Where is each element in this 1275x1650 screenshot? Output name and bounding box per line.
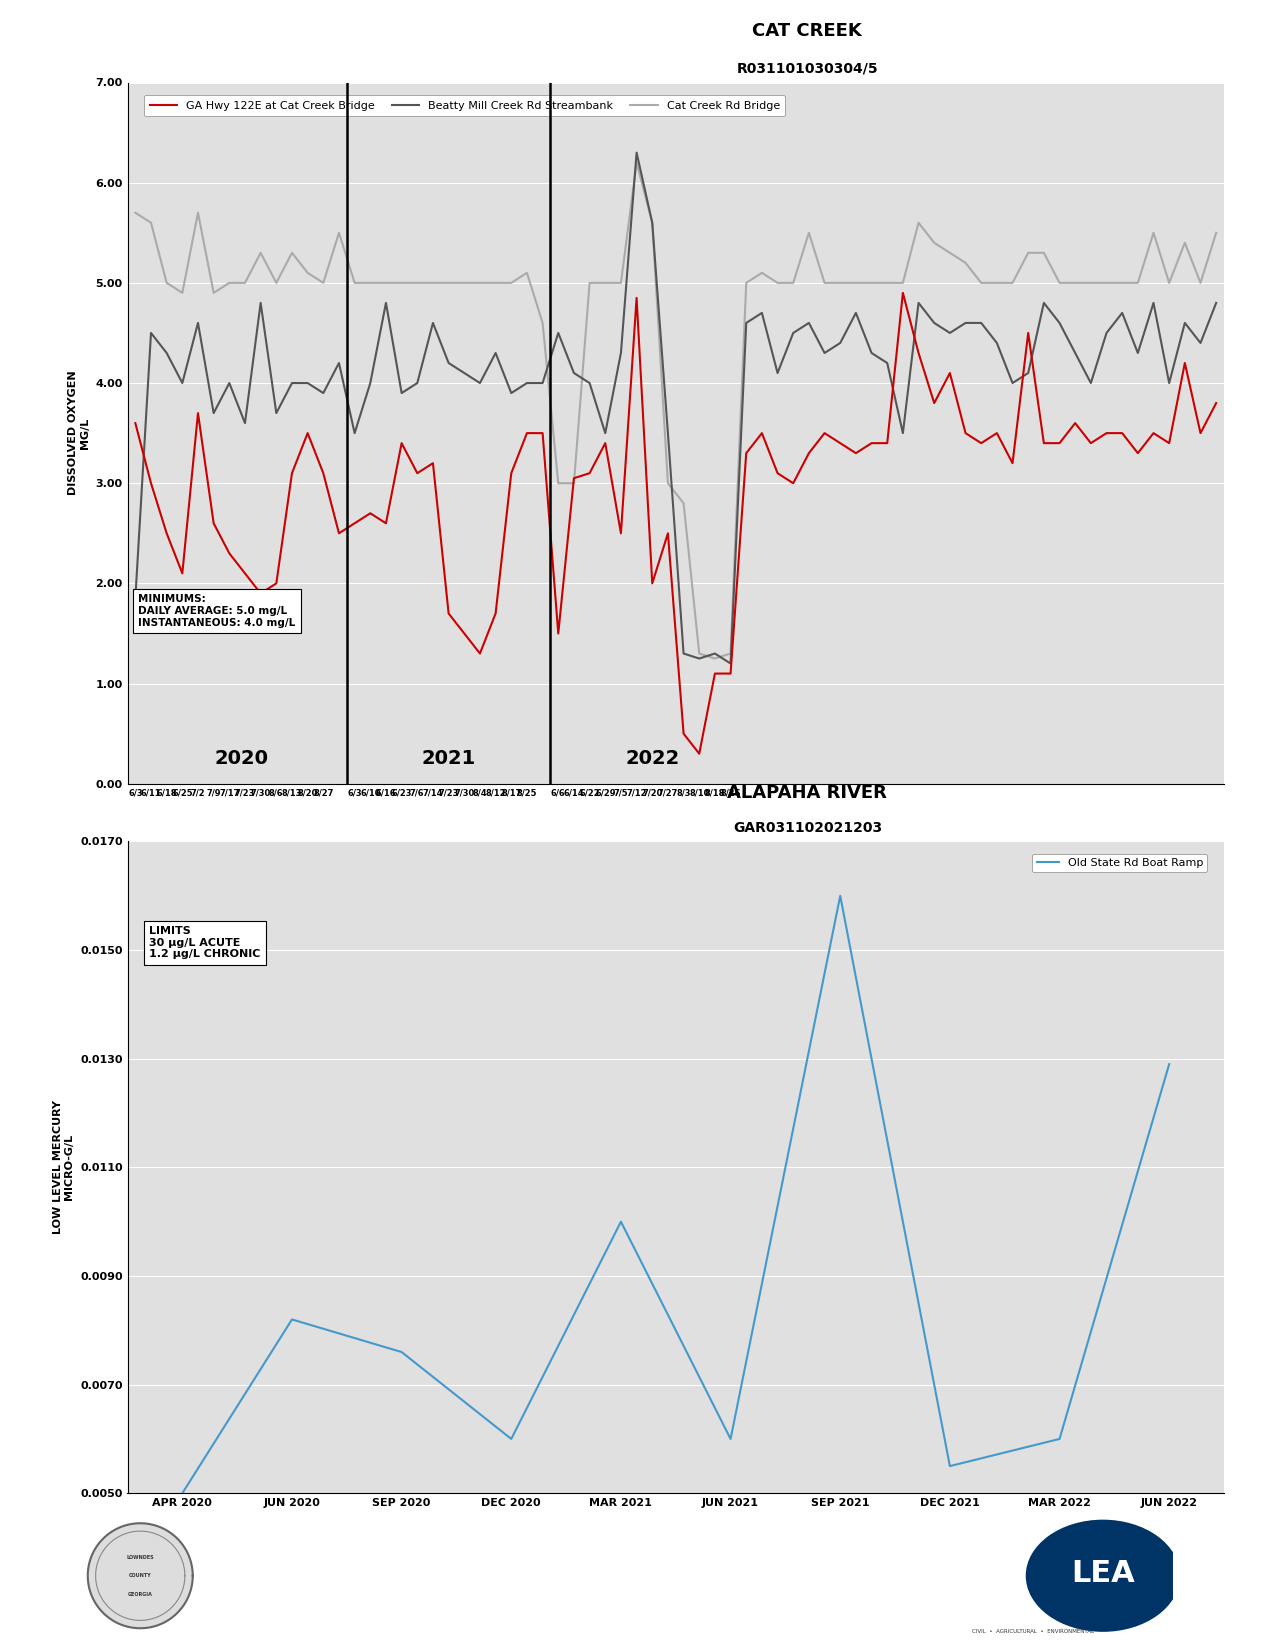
Ellipse shape xyxy=(1025,1520,1181,1632)
Text: COUNTY: COUNTY xyxy=(129,1572,152,1579)
Text: CAT CREEK: CAT CREEK xyxy=(752,23,862,40)
Text: 2021: 2021 xyxy=(422,749,476,767)
Text: 2020: 2020 xyxy=(214,749,268,767)
Text: MINIMUMS:
DAILY AVERAGE: 5.0 mg/L
INSTANTANEOUS: 4.0 mg/L: MINIMUMS: DAILY AVERAGE: 5.0 mg/L INSTAN… xyxy=(139,594,296,627)
Text: GEORGIA: GEORGIA xyxy=(128,1592,153,1597)
Polygon shape xyxy=(88,1523,193,1629)
Text: LEA: LEA xyxy=(1071,1559,1135,1587)
Legend: Old State Rd Boat Ramp: Old State Rd Boat Ramp xyxy=(1031,853,1207,873)
Text: GAR031102021203: GAR031102021203 xyxy=(733,822,882,835)
Text: 2022: 2022 xyxy=(625,749,680,767)
Y-axis label: LOW LEVEL MERCURY
MICRO-G/L: LOW LEVEL MERCURY MICRO-G/L xyxy=(52,1101,74,1234)
Text: LIMITS
30 µg/L ACUTE
1.2 µg/L CHRONIC: LIMITS 30 µg/L ACUTE 1.2 µg/L CHRONIC xyxy=(149,926,261,959)
Text: LOWNDES: LOWNDES xyxy=(126,1554,154,1559)
Text: CIVIL  •  AGRICULTURAL  •  ENVIRONMENTAL: CIVIL • AGRICULTURAL • ENVIRONMENTAL xyxy=(972,1629,1094,1634)
Y-axis label: DISSOLVED OXYGEN
MG/L: DISSOLVED OXYGEN MG/L xyxy=(68,371,89,495)
Legend: GA Hwy 122E at Cat Creek Bridge, Beatty Mill Creek Rd Streambank, Cat Creek Rd B: GA Hwy 122E at Cat Creek Bridge, Beatty … xyxy=(144,96,785,116)
Text: ALAPAHA RIVER: ALAPAHA RIVER xyxy=(728,784,887,802)
Text: R031101030304/5: R031101030304/5 xyxy=(737,61,878,76)
